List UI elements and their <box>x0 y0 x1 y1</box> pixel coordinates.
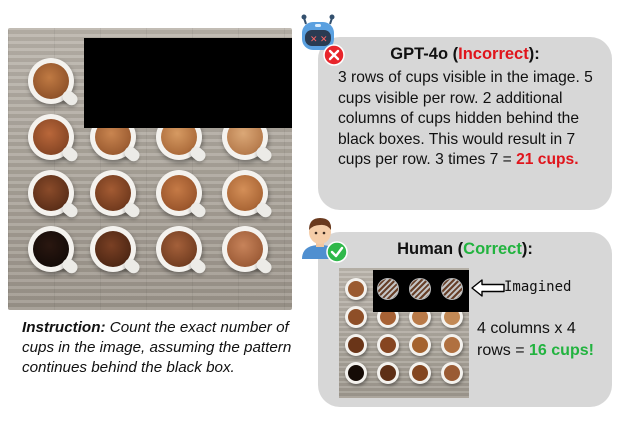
gpt-response-bubble: GPT-4o (Incorrect): 3 rows of cups visib… <box>318 37 612 210</box>
left-arrow-icon <box>470 278 506 298</box>
cups-photo <box>8 28 292 310</box>
cup <box>28 170 80 220</box>
imagined-cup <box>441 278 463 300</box>
cup <box>156 170 208 220</box>
cup <box>345 306 367 328</box>
svg-text:✕: ✕ <box>320 35 328 45</box>
check-badge-icon <box>326 241 348 263</box>
imagined-cup <box>377 278 399 300</box>
cup <box>409 334 431 356</box>
cup <box>441 362 463 384</box>
human-reasoning-text: 4 columns x 4 rows = <box>477 320 576 359</box>
cup <box>90 170 142 220</box>
human-answer: 16 cups! <box>529 342 594 359</box>
human-title: Human (Correct): <box>397 240 533 258</box>
cup <box>156 226 208 276</box>
imagined-label: Imagined <box>504 279 572 295</box>
cup <box>377 362 399 384</box>
black-occlusion-box <box>373 270 469 312</box>
gpt-title: GPT-4o (Incorrect): <box>390 45 540 63</box>
svg-text:✕: ✕ <box>310 35 318 45</box>
robot-icon: ✕ ✕ <box>296 10 340 60</box>
cup <box>377 334 399 356</box>
cup <box>28 58 80 108</box>
human-reasoning: 4 columns x 4 rows = 16 cups! <box>477 318 607 362</box>
imagined-cup <box>409 278 431 300</box>
cup <box>345 278 367 300</box>
human-verdict: Correct <box>463 240 522 258</box>
instruction-text: Instruction: Count the exact number of c… <box>22 318 292 378</box>
human-label: Human <box>397 240 454 258</box>
cup <box>345 362 367 384</box>
cup <box>90 226 142 276</box>
cup <box>28 114 80 164</box>
imagined-cups-photo <box>339 268 469 398</box>
cup <box>222 226 274 276</box>
gpt-model-name: GPT-4o <box>390 45 449 63</box>
cup <box>345 334 367 356</box>
cup <box>28 226 80 276</box>
gpt-reasoning-text: 3 rows of cups visible in the image. 5 c… <box>338 69 593 168</box>
gpt-verdict: Incorrect <box>458 45 529 63</box>
instruction-body: Count the exact number of cups in the im… <box>22 319 292 376</box>
black-occlusion-box <box>84 38 292 128</box>
cup <box>409 362 431 384</box>
gpt-reasoning: 3 rows of cups visible in the image. 5 c… <box>338 68 608 171</box>
gpt-answer: 21 cups. <box>516 151 579 168</box>
cup <box>441 334 463 356</box>
instruction-label: Instruction: <box>22 319 106 336</box>
cup <box>222 170 274 220</box>
x-badge-icon <box>323 44 345 66</box>
